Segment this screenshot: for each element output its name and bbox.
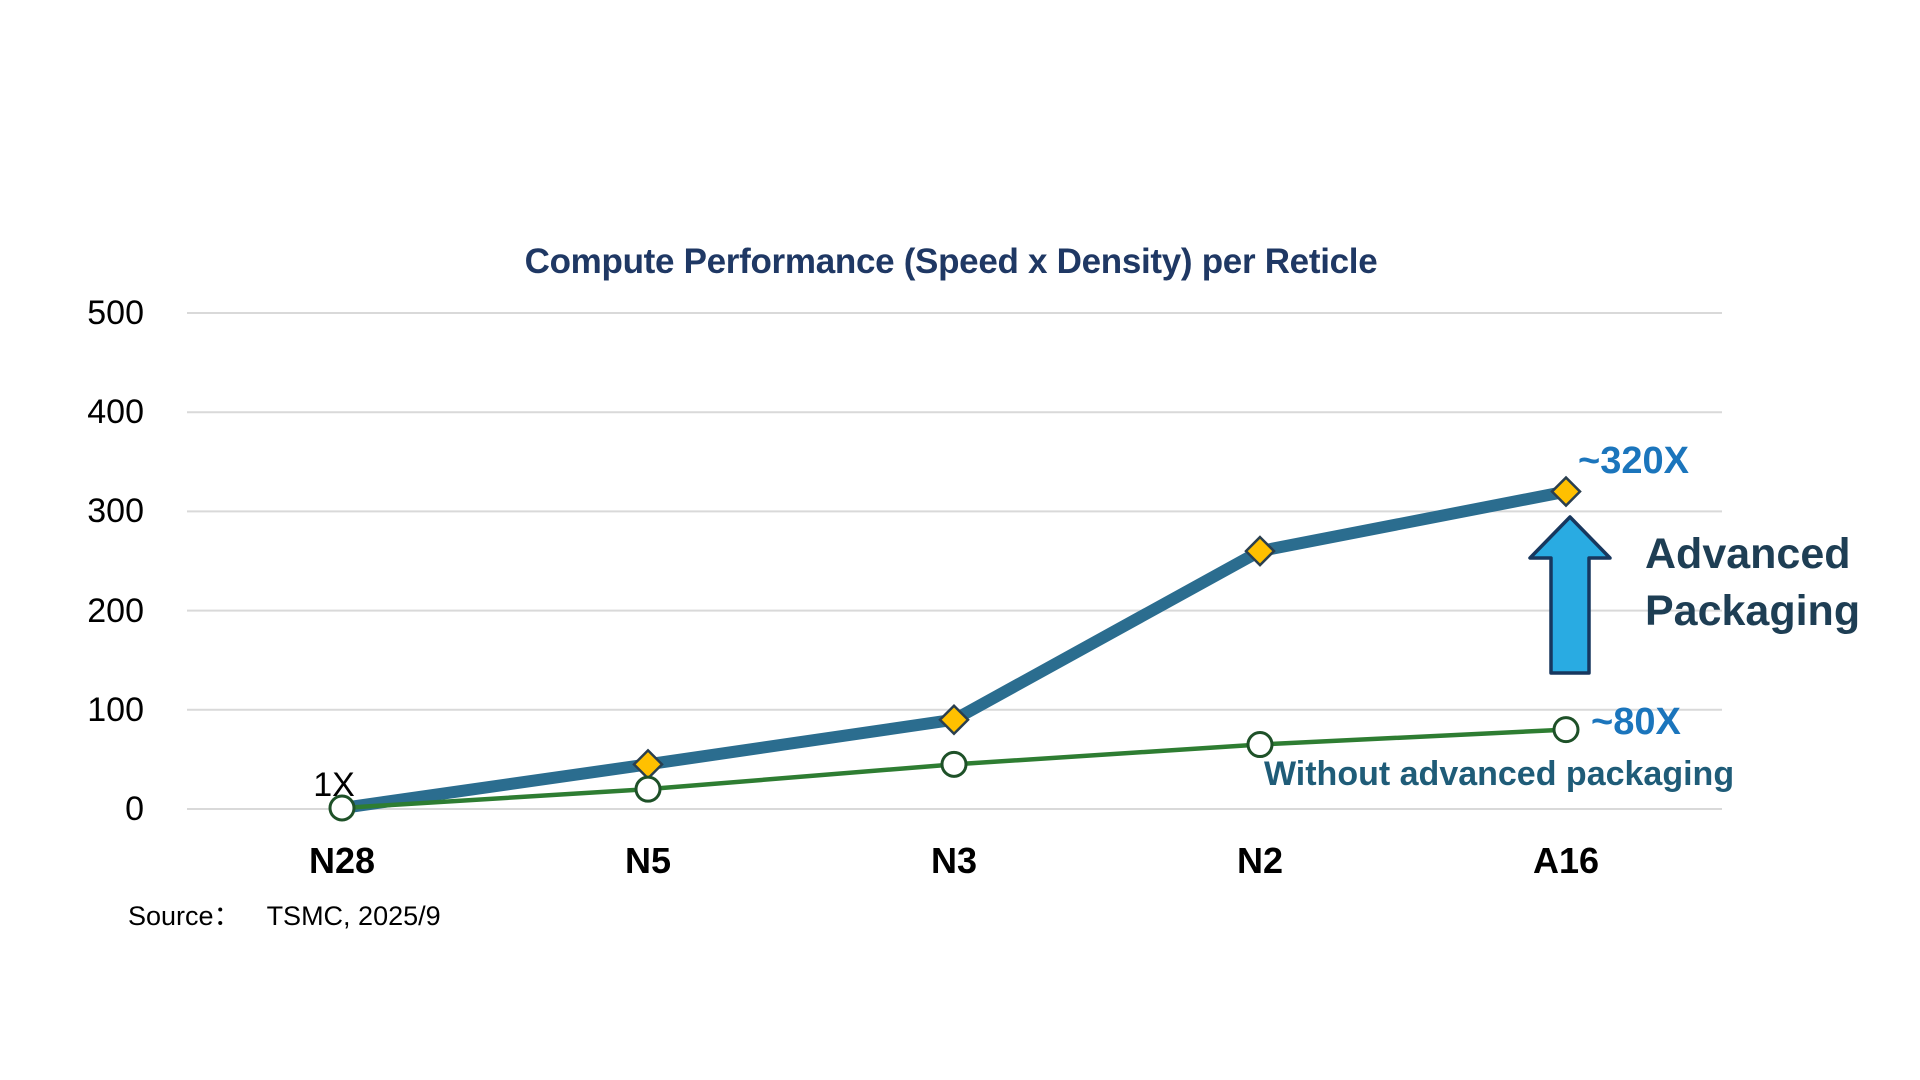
source-note: Source： TSMC, 2025/9 [128,894,441,933]
y-tick-label: 300 [87,492,144,531]
marker-diamond [1550,475,1582,508]
x-category-label: N5 [624,840,672,881]
x-category-label: N28 [308,840,376,881]
y-tick-label: 500 [87,294,144,332]
marker-circle [940,750,968,778]
x-category-label: N3 [930,840,978,881]
y-tick-label: 0 [125,790,144,828]
marker-circle [328,794,356,822]
annotation-advanced-packaging-line1: Advanced [1645,530,1851,578]
annotation-advanced-packaging-line2: Packaging [1645,587,1861,635]
chart-title: Compute Performance (Speed x Density) pe… [524,242,1378,281]
marker-diamond [938,703,970,736]
y-tick-label: 400 [87,393,144,432]
marker-diamond [632,748,664,781]
marker-circle [634,775,662,803]
annotation-1x: 1X [313,766,355,804]
annotation-advanced-packaging: Advanced Packaging [1645,526,1860,640]
annotation-320x: ~320X [1578,440,1689,482]
annotation-without-advanced-packaging: Without advanced packaging [1264,755,1735,793]
marker-circle [1246,731,1274,759]
advanced-packaging-up-arrow [1528,515,1612,675]
x-category-label: A16 [1532,840,1600,881]
marker-diamond [1244,535,1276,567]
source-prefix: Source： [128,901,241,931]
source-value: TSMC, 2025/9 [266,901,441,931]
y-tick-label: 100 [87,690,144,729]
annotation-80x: ~80X [1591,701,1681,743]
y-tick-label: 200 [87,591,144,630]
x-category-label: N2 [1236,840,1284,881]
marker-circle [1552,716,1580,744]
